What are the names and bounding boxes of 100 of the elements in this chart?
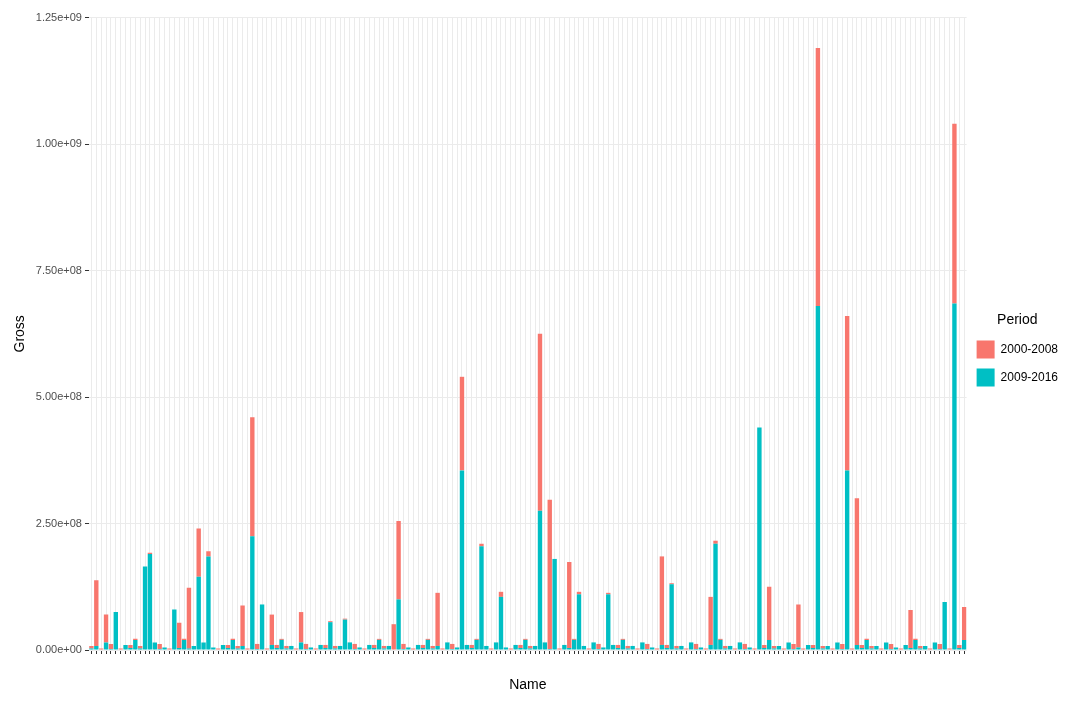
bar [147,553,153,650]
bar [240,605,245,646]
bar [450,643,455,649]
bar [883,642,889,650]
bar [757,427,762,650]
bar [835,642,840,650]
bar [659,644,665,650]
bar [844,470,850,650]
bar [386,645,392,650]
bar [854,498,860,645]
bar [961,607,967,640]
bar [113,612,118,650]
bar [357,647,362,650]
bar [937,643,942,649]
bar [303,643,309,649]
bar [108,643,114,649]
bar [425,639,431,650]
bar [206,551,211,557]
bar [640,642,645,650]
y-axis-title: Gross [11,315,28,353]
bar [596,643,601,649]
legend-title: Period [997,311,1038,328]
bar [552,558,557,650]
bar [713,540,718,544]
bar [342,619,348,650]
bar [220,644,226,650]
bar [805,644,811,650]
bar [459,376,465,471]
bar [815,305,821,650]
bar [459,470,465,650]
y-tick-label: 1.00e+09 [35,137,82,150]
bar [645,643,650,649]
bar [688,642,694,650]
bar [659,556,665,645]
bar [562,644,567,650]
bar [859,644,864,648]
bar [762,644,767,648]
bar [727,645,733,650]
bar [181,639,187,650]
bar [810,644,816,648]
bar [230,639,236,650]
bar [630,645,635,650]
bar [952,303,957,650]
bar [255,643,260,649]
bar [567,561,572,648]
bar [649,647,655,650]
bar [401,643,406,649]
bar [620,639,626,650]
bar [961,639,967,650]
bar [766,586,772,640]
x-axis-title: Name [509,676,547,693]
bar [259,604,265,650]
bar [298,612,304,643]
y-tick-label: 5.00e+08 [35,390,82,403]
bar [479,543,484,547]
bar [250,417,255,537]
bar [815,47,821,306]
bar [176,622,182,648]
bar [698,647,704,650]
bar [952,123,957,304]
bar [157,643,162,649]
bar [308,647,314,650]
bar [396,520,401,600]
bar [352,643,357,649]
bar [844,316,850,471]
bar [435,645,440,650]
bar [747,647,752,650]
bar [269,614,275,645]
bar [576,594,582,650]
bar [893,647,899,650]
bar [269,644,275,650]
bar [547,499,552,649]
y-tick-label: 0.00e+00 [35,643,82,656]
bar [435,592,440,646]
bar [537,333,543,511]
bar [498,591,504,597]
bar [922,645,928,650]
bar [737,642,743,650]
bar [766,639,772,650]
bar [376,639,382,650]
bar [942,601,947,650]
bar [323,644,328,648]
bar [391,624,396,650]
bar [103,642,109,650]
bar [498,596,504,650]
bar [825,645,830,650]
bar [840,643,845,649]
bar [274,644,279,648]
bar [664,644,669,648]
bar [445,642,450,650]
bar [186,587,192,649]
bar [518,644,523,648]
y-tick-label: 2.50e+08 [35,516,82,529]
bar [372,644,377,648]
bar [250,536,255,650]
bar [693,643,699,649]
bar [225,644,231,648]
bar [469,644,474,648]
bar [298,642,304,650]
legend-label: 2000-2008 [1000,341,1059,356]
